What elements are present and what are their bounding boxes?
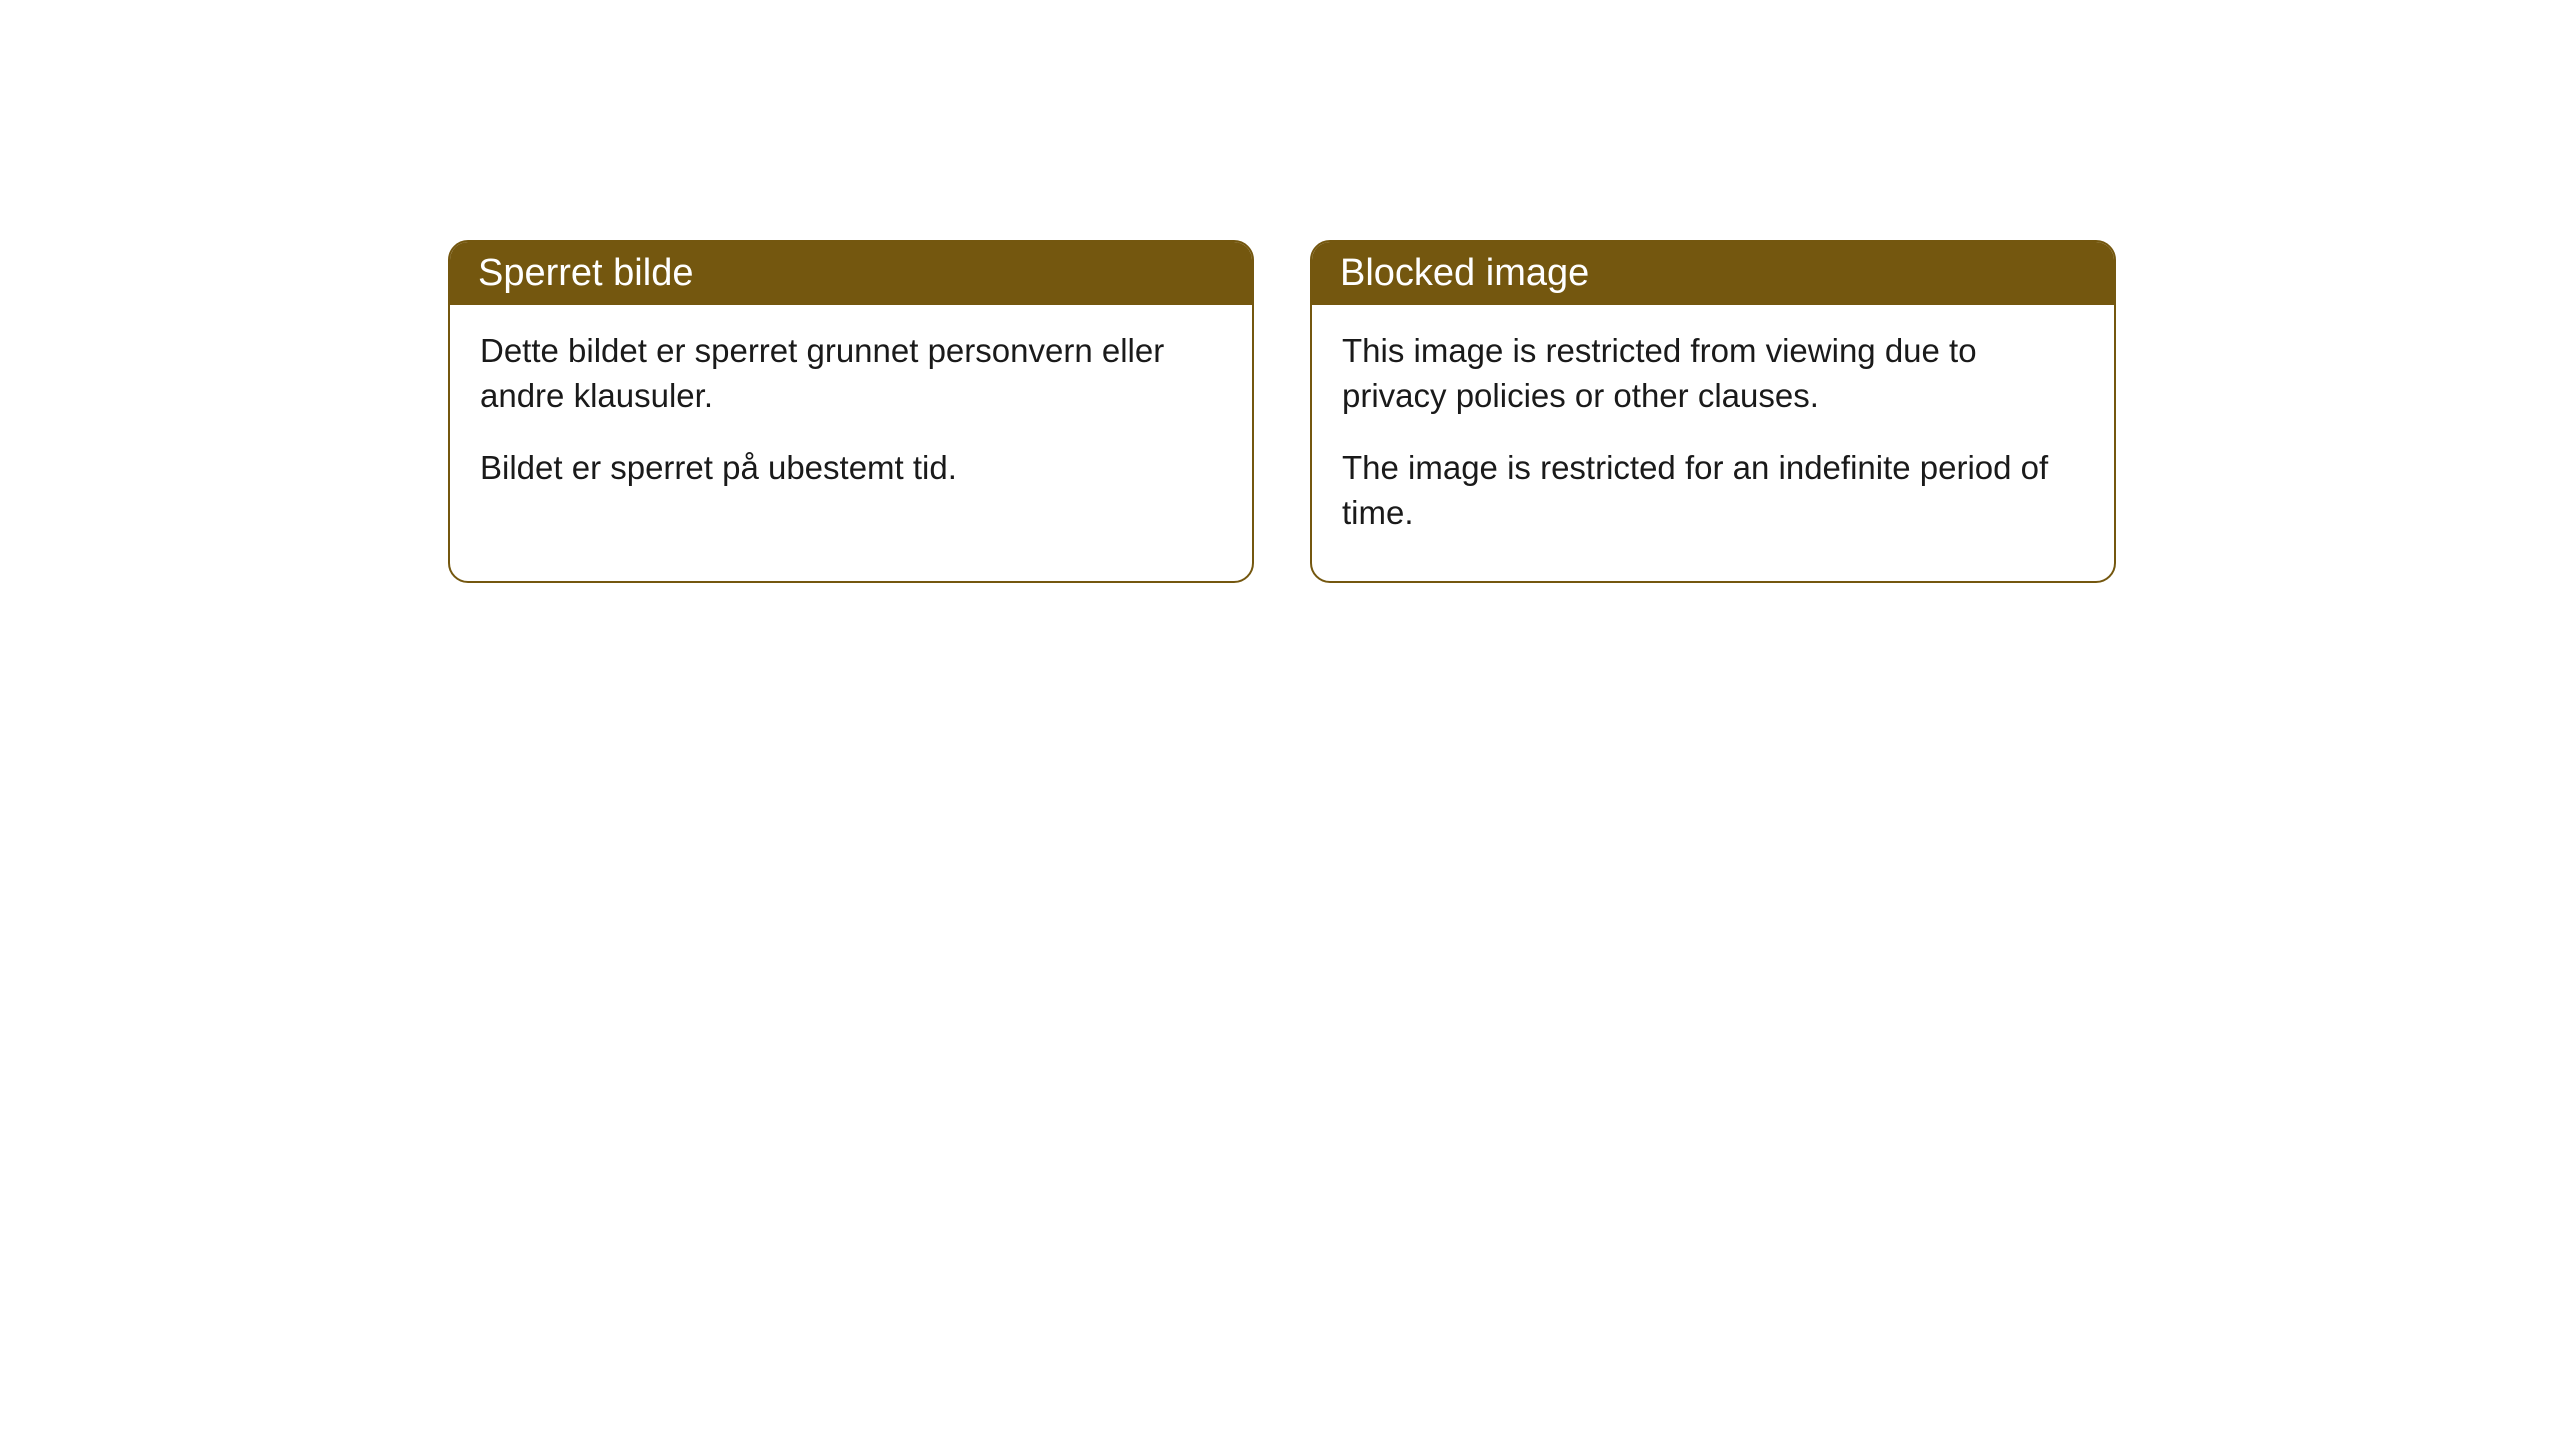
card-title: Sperret bilde — [478, 252, 1224, 295]
card-body: This image is restricted from viewing du… — [1312, 305, 2114, 581]
card-paragraph-2: The image is restricted for an indefinit… — [1342, 446, 2084, 535]
card-header: Blocked image — [1312, 242, 2114, 305]
blocked-image-card-norwegian: Sperret bilde Dette bildet er sperret gr… — [448, 240, 1254, 583]
card-paragraph-1: This image is restricted from viewing du… — [1342, 329, 2084, 418]
cards-container: Sperret bilde Dette bildet er sperret gr… — [448, 240, 2116, 583]
card-body: Dette bildet er sperret grunnet personve… — [450, 305, 1252, 537]
blocked-image-card-english: Blocked image This image is restricted f… — [1310, 240, 2116, 583]
card-header: Sperret bilde — [450, 242, 1252, 305]
card-paragraph-2: Bildet er sperret på ubestemt tid. — [480, 446, 1222, 491]
card-paragraph-1: Dette bildet er sperret grunnet personve… — [480, 329, 1222, 418]
card-title: Blocked image — [1340, 252, 2086, 295]
